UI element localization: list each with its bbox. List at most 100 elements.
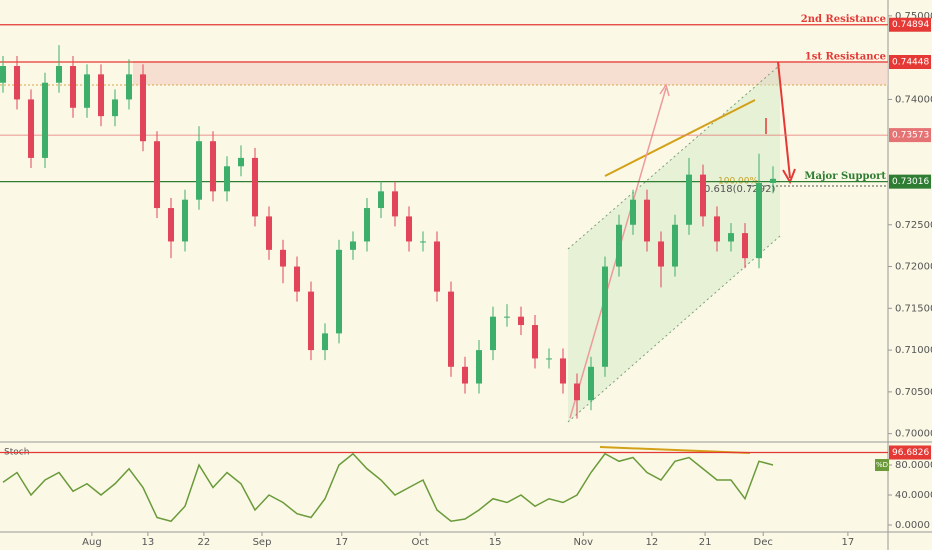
price-badge: [889, 17, 931, 32]
candle-body: [252, 157, 259, 217]
x-tick-label: Oct: [412, 537, 429, 548]
trend-line: [604, 99, 756, 177]
price-badge: [889, 128, 931, 143]
price-badge: [889, 174, 931, 189]
series-badge-label: %D: [876, 461, 888, 469]
candle-body: [447, 291, 454, 367]
candle-body: [182, 199, 189, 242]
candle-body: [475, 350, 482, 384]
price-badge-label: 0.73016: [892, 177, 929, 187]
level-label: 2nd Resistance: [801, 14, 886, 25]
candle-body: [364, 208, 371, 242]
y2-tick-label: 80.0000: [895, 460, 932, 471]
indicator-badge: [889, 445, 931, 460]
candle-body: [601, 266, 608, 367]
indicator-line: [2, 452, 774, 523]
candle-body: [238, 157, 245, 167]
candle-body: [406, 216, 413, 242]
candle-body: [126, 74, 133, 100]
candle-body: [629, 199, 636, 225]
x-tick-label: Dec: [754, 537, 773, 548]
candle-body: [168, 208, 175, 242]
price-badge-label: 0.74448: [892, 57, 929, 67]
x-tick-label: Aug: [82, 537, 102, 548]
projection-arrowhead: [659, 83, 670, 97]
candle-body: [545, 358, 552, 360]
candle-body: [154, 141, 161, 209]
candle-body: [573, 383, 580, 401]
candle-body: [294, 266, 301, 292]
candle-body: [308, 291, 315, 351]
x-tick-label: Nov: [574, 537, 594, 548]
x-tick-label: 12: [646, 537, 659, 548]
x-tick-label: 13: [142, 537, 155, 548]
candle-body: [741, 233, 748, 259]
candle-body: [671, 224, 678, 267]
fib-label: 0.618(0.7292): [704, 184, 776, 195]
candle-body: [56, 66, 63, 83]
candle-body: [755, 182, 762, 259]
candle-body: [517, 316, 524, 326]
candle-body: [210, 141, 217, 192]
y2-tick-label: 0.0000: [895, 520, 930, 531]
price-badge-label: 0.73573: [892, 131, 929, 141]
candle-body: [98, 74, 105, 117]
candle-body: [420, 241, 427, 243]
level-label: Major Support: [804, 171, 886, 182]
candle-body: [70, 66, 77, 108]
series-badge: [875, 459, 889, 472]
candle-body: [392, 191, 399, 217]
candle-body: [699, 174, 706, 217]
candle-body: [322, 333, 329, 351]
candle-body: [280, 249, 287, 267]
candle-body: [140, 74, 147, 142]
candle-body: [378, 191, 385, 209]
x-tick-label: Sep: [253, 537, 272, 548]
candle-body: [0, 66, 7, 83]
candle-body: [461, 366, 468, 384]
candle-body: [531, 325, 538, 359]
candle-body: [713, 216, 720, 242]
price-badge-label: 0.74894: [892, 20, 929, 30]
x-tick-label: 21: [699, 537, 712, 548]
candle-body: [657, 241, 664, 267]
candle-body: [587, 366, 594, 401]
candle-body: [112, 99, 119, 117]
candle-body: [615, 224, 622, 267]
candle-body: [727, 233, 734, 242]
candle-body: [42, 82, 49, 158]
x-tick-label: 15: [489, 537, 502, 548]
candle-body: [350, 241, 357, 250]
candle-body: [196, 141, 203, 200]
x-tick-label: 22: [198, 537, 211, 548]
price-badge: [889, 54, 931, 69]
x-tick-label: 17: [335, 537, 348, 548]
candle-body: [266, 216, 273, 250]
forecast-arrow: [777, 61, 791, 179]
candle-body: [224, 166, 231, 192]
level-label: 1st Resistance: [805, 51, 886, 62]
candle-body: [503, 316, 510, 318]
y-tick-label: 0.70000: [895, 429, 932, 440]
x-tick-label: 17: [842, 537, 855, 548]
candle-body: [28, 99, 35, 158]
candle-body: [685, 174, 692, 225]
indicator-badge-label: 96.6826: [892, 448, 929, 458]
candle-body: [14, 66, 21, 100]
channel-top: [567, 64, 781, 250]
candle-body: [489, 316, 496, 351]
candle-body: [559, 358, 566, 384]
candle-body: [769, 178, 776, 183]
candle-body: [643, 199, 650, 242]
candle-body: [84, 74, 91, 108]
candle-body: [336, 249, 343, 334]
